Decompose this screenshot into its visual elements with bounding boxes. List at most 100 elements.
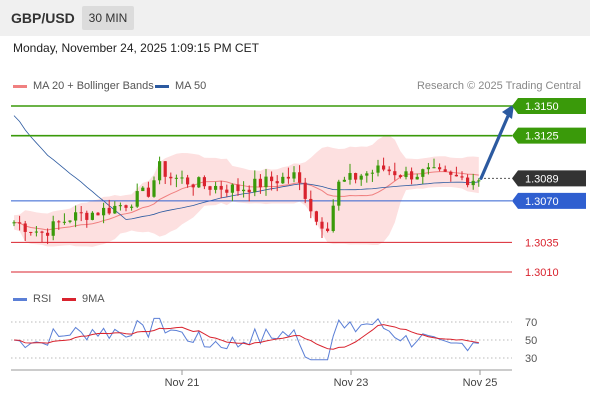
candle-body <box>292 172 296 179</box>
candle-body <box>242 189 246 192</box>
legend-rsi: RSI <box>13 293 51 305</box>
candle-body <box>370 172 374 174</box>
candle-body <box>40 231 44 233</box>
candle-body <box>186 177 190 185</box>
bollinger-band <box>14 135 479 247</box>
legend-ma20: MA 20 + Bollinger Bands <box>13 80 154 92</box>
candle-body <box>449 171 453 175</box>
rsi-line <box>13 317 479 361</box>
candle-body <box>208 186 212 190</box>
candle-body <box>68 220 72 222</box>
forecast-arrowhead <box>502 104 514 119</box>
candle-body <box>163 161 167 177</box>
candle-body <box>415 176 419 180</box>
candle-body <box>118 205 122 207</box>
price-tag-label: 1.3070 <box>525 196 559 208</box>
candle-body <box>180 177 184 179</box>
rsi-tick-label: 70 <box>525 317 537 329</box>
candle-body <box>202 177 206 187</box>
x-tick-label: Nov 23 <box>334 377 369 389</box>
candle-body <box>359 175 363 180</box>
candle-body <box>158 161 162 181</box>
candle-body <box>225 189 229 193</box>
candle-body <box>270 176 274 182</box>
candle-body <box>230 184 234 193</box>
candle-body <box>471 180 475 186</box>
candle-body <box>410 171 414 180</box>
candle-body <box>331 205 335 232</box>
candle-body <box>253 178 257 193</box>
candle-body <box>146 187 150 197</box>
candle-body <box>281 176 285 184</box>
candle-body <box>432 167 436 169</box>
legend-rsi-ma-label: 9MA <box>82 293 105 305</box>
ma50-line <box>13 115 479 220</box>
instrument-label: GBP/USD <box>11 10 75 26</box>
candle-body <box>191 184 195 188</box>
rsi-tick-label: 50 <box>525 335 537 347</box>
candle-body <box>152 180 156 197</box>
candle-body <box>426 167 430 170</box>
header-bar: GBP/USD 30 MIN <box>0 0 590 36</box>
candle-body <box>454 174 458 177</box>
candle-body <box>29 231 33 233</box>
candle-body <box>90 212 94 220</box>
price-label: 1.3035 <box>525 237 559 249</box>
price-tag-label: 1.3125 <box>525 131 559 143</box>
candle-body <box>382 165 386 170</box>
legend-ma50: MA 50 <box>155 80 206 92</box>
price-tag <box>512 170 586 187</box>
candle-body <box>51 221 55 236</box>
candle-body <box>96 212 100 216</box>
candle-body <box>398 175 402 178</box>
candle-body <box>421 169 425 177</box>
candle-body <box>197 177 201 188</box>
price-tag-label: 1.3089 <box>525 173 559 185</box>
candle-body <box>264 176 268 188</box>
rsi-ma-line <box>13 324 479 350</box>
candle-body <box>85 212 89 220</box>
candle-body <box>309 198 313 212</box>
timeframe-button[interactable]: 30 MIN <box>82 6 134 30</box>
candle-body <box>113 205 117 214</box>
candle-body <box>247 189 251 193</box>
candle-body <box>12 222 16 224</box>
candle-body <box>404 171 408 178</box>
candle-body <box>62 221 66 223</box>
candle-body <box>320 221 324 229</box>
candle-body <box>18 222 22 224</box>
candle-body <box>477 180 481 182</box>
price-tag <box>512 98 586 114</box>
candle-body <box>303 182 307 199</box>
candle-body <box>236 184 240 192</box>
rsi-ma-swatch <box>62 297 76 301</box>
candle-body <box>438 167 442 170</box>
candle-body <box>387 169 391 172</box>
price-label: 1.3010 <box>525 267 559 279</box>
candle-body <box>460 176 464 178</box>
candle-body <box>107 207 111 214</box>
candle-body <box>348 173 352 180</box>
x-tick-label: Nov 21 <box>165 377 200 389</box>
candle-body <box>393 171 397 176</box>
candle-body <box>342 179 346 182</box>
candle-body <box>214 185 218 190</box>
candle-body <box>314 211 318 222</box>
legend-rsi-ma: 9MA <box>62 293 105 305</box>
candle-body <box>337 181 341 206</box>
candle-body <box>466 177 470 186</box>
legend-ma20-label: MA 20 + Bollinger Bands <box>33 80 154 92</box>
candle-body <box>376 165 380 173</box>
candle-body <box>286 176 290 179</box>
candle-body <box>79 212 83 214</box>
candle-body <box>57 221 61 223</box>
candle-body <box>46 232 50 236</box>
ma50-swatch <box>155 84 169 88</box>
candle-body <box>354 173 358 180</box>
candle-body <box>258 178 262 188</box>
candle-body <box>275 181 279 184</box>
candle-body <box>326 228 330 232</box>
x-tick-label: Nov 25 <box>463 377 498 389</box>
